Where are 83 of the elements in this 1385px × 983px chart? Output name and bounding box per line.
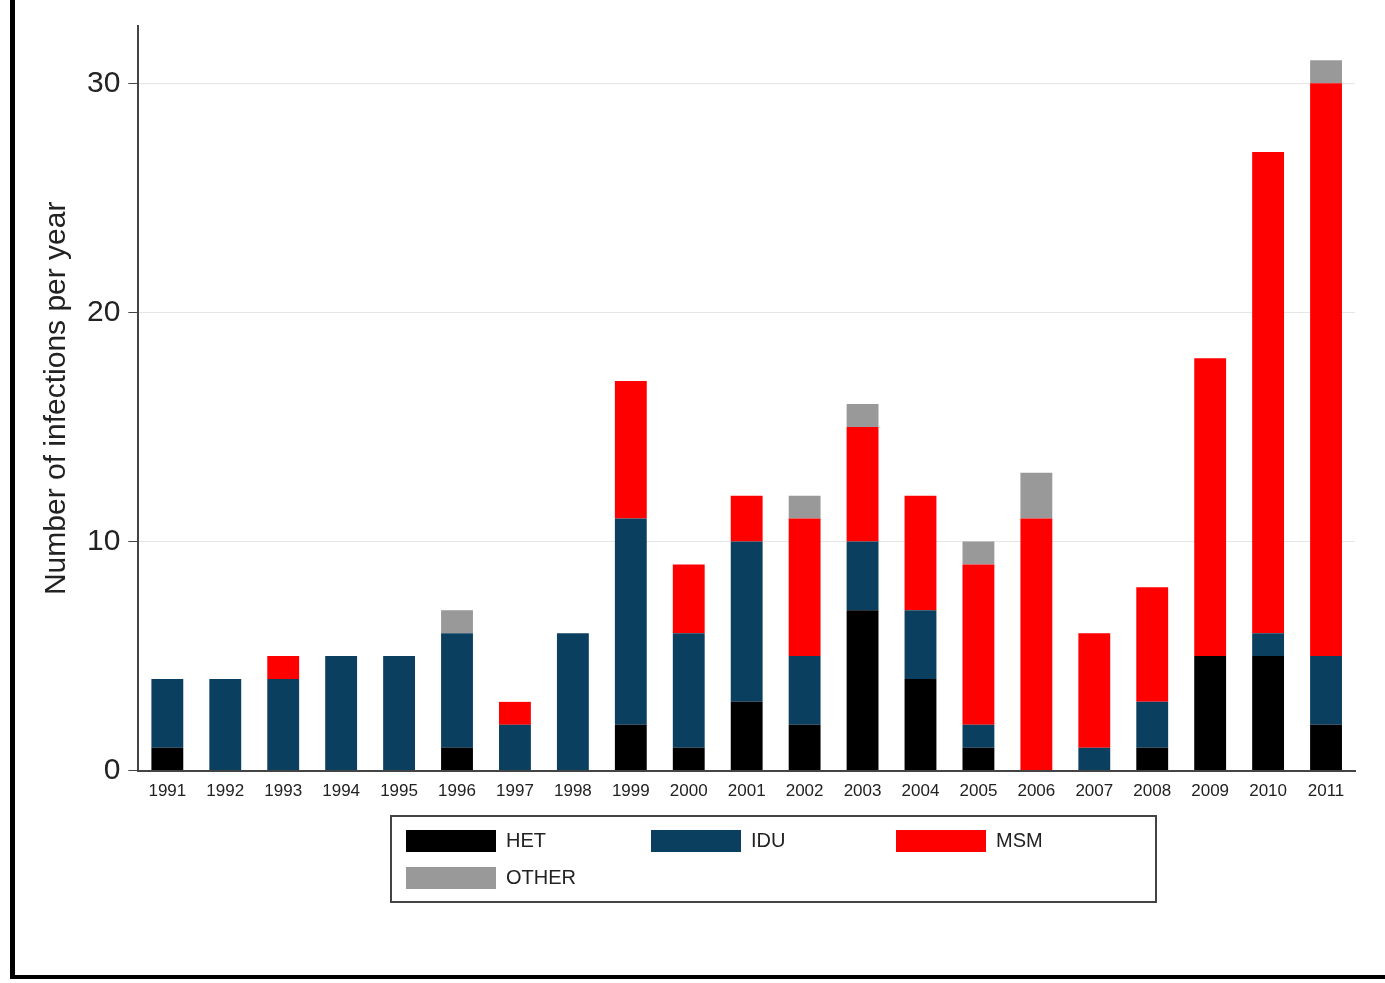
bar — [267, 656, 300, 679]
bar — [962, 541, 995, 565]
bar — [788, 518, 821, 657]
bar — [730, 701, 763, 771]
bar — [846, 541, 879, 611]
legend-label: OTHER — [506, 866, 576, 889]
bar — [962, 564, 995, 725]
bar — [209, 678, 242, 771]
bar — [614, 518, 647, 725]
y-tick-label: 30 — [86, 64, 121, 98]
bar — [1078, 633, 1111, 748]
x-tick-label: 2010 — [1249, 781, 1288, 801]
bar — [1020, 518, 1053, 771]
bar — [441, 633, 473, 748]
x-tick-label: 2002 — [785, 781, 824, 801]
y-tick-label: 20 — [86, 293, 121, 327]
legend-label: MSM — [996, 829, 1043, 852]
bar — [1252, 633, 1285, 657]
bar — [846, 426, 879, 542]
x-tick-label: 2004 — [901, 781, 940, 801]
bar — [904, 610, 937, 679]
bar — [846, 404, 879, 427]
bar — [1194, 358, 1227, 657]
bar — [441, 747, 473, 771]
y-axis-title: Number of infections per year — [38, 201, 72, 596]
x-tick-label: 2005 — [959, 781, 998, 801]
bar — [267, 678, 300, 771]
bar — [788, 656, 821, 725]
bar — [614, 381, 647, 519]
bar — [1020, 472, 1053, 519]
bar — [730, 495, 763, 542]
x-tick-label: 1991 — [148, 781, 187, 801]
bar — [1136, 701, 1169, 748]
x-tick-label: 2007 — [1075, 781, 1114, 801]
bar — [499, 701, 531, 725]
bar — [962, 747, 995, 771]
bar — [1252, 656, 1285, 771]
x-tick-label: 2003 — [843, 781, 882, 801]
bar — [1194, 656, 1227, 771]
bar — [1136, 747, 1169, 771]
bar — [962, 724, 995, 748]
x-tick-label: 1994 — [322, 781, 361, 801]
bar — [672, 747, 705, 771]
bar — [556, 633, 589, 771]
bar — [846, 610, 879, 771]
bar — [325, 656, 358, 771]
bar — [1310, 656, 1342, 725]
bar — [1310, 60, 1342, 84]
x-tick-label: 1995 — [380, 781, 418, 801]
x-tick-label: 1992 — [206, 781, 245, 801]
bar — [499, 724, 531, 771]
bar — [1252, 152, 1285, 634]
x-tick-label: 1998 — [553, 781, 592, 801]
bar — [672, 633, 705, 748]
x-tick-label: 1996 — [438, 781, 476, 801]
legend-label: IDU — [751, 829, 786, 852]
bar — [151, 747, 184, 771]
bar — [904, 495, 937, 611]
bar — [904, 678, 937, 771]
bar — [788, 495, 821, 519]
bar — [788, 724, 821, 771]
bar — [151, 678, 184, 748]
bar — [383, 656, 416, 771]
legend-label: HET — [506, 829, 546, 852]
bar — [730, 541, 763, 702]
bar — [441, 610, 473, 634]
x-tick-label: 2000 — [669, 781, 708, 801]
x-tick-label: 1999 — [611, 781, 650, 801]
x-tick-label: 2008 — [1133, 781, 1172, 801]
bar — [1310, 83, 1342, 657]
x-tick-label: 2001 — [727, 781, 766, 801]
bar — [1078, 747, 1111, 771]
bar — [672, 564, 705, 634]
x-tick-label: 1993 — [264, 781, 303, 801]
x-tick-label: 2006 — [1017, 781, 1056, 801]
bar — [1136, 587, 1169, 702]
x-tick-label: 2009 — [1191, 781, 1230, 801]
y-tick-label: 0 — [103, 751, 121, 785]
x-tick-label: 2011 — [1307, 781, 1345, 801]
bar — [614, 724, 647, 771]
x-tick-label: 1997 — [496, 781, 534, 801]
bar — [1310, 724, 1342, 771]
y-tick-label: 10 — [86, 522, 121, 556]
